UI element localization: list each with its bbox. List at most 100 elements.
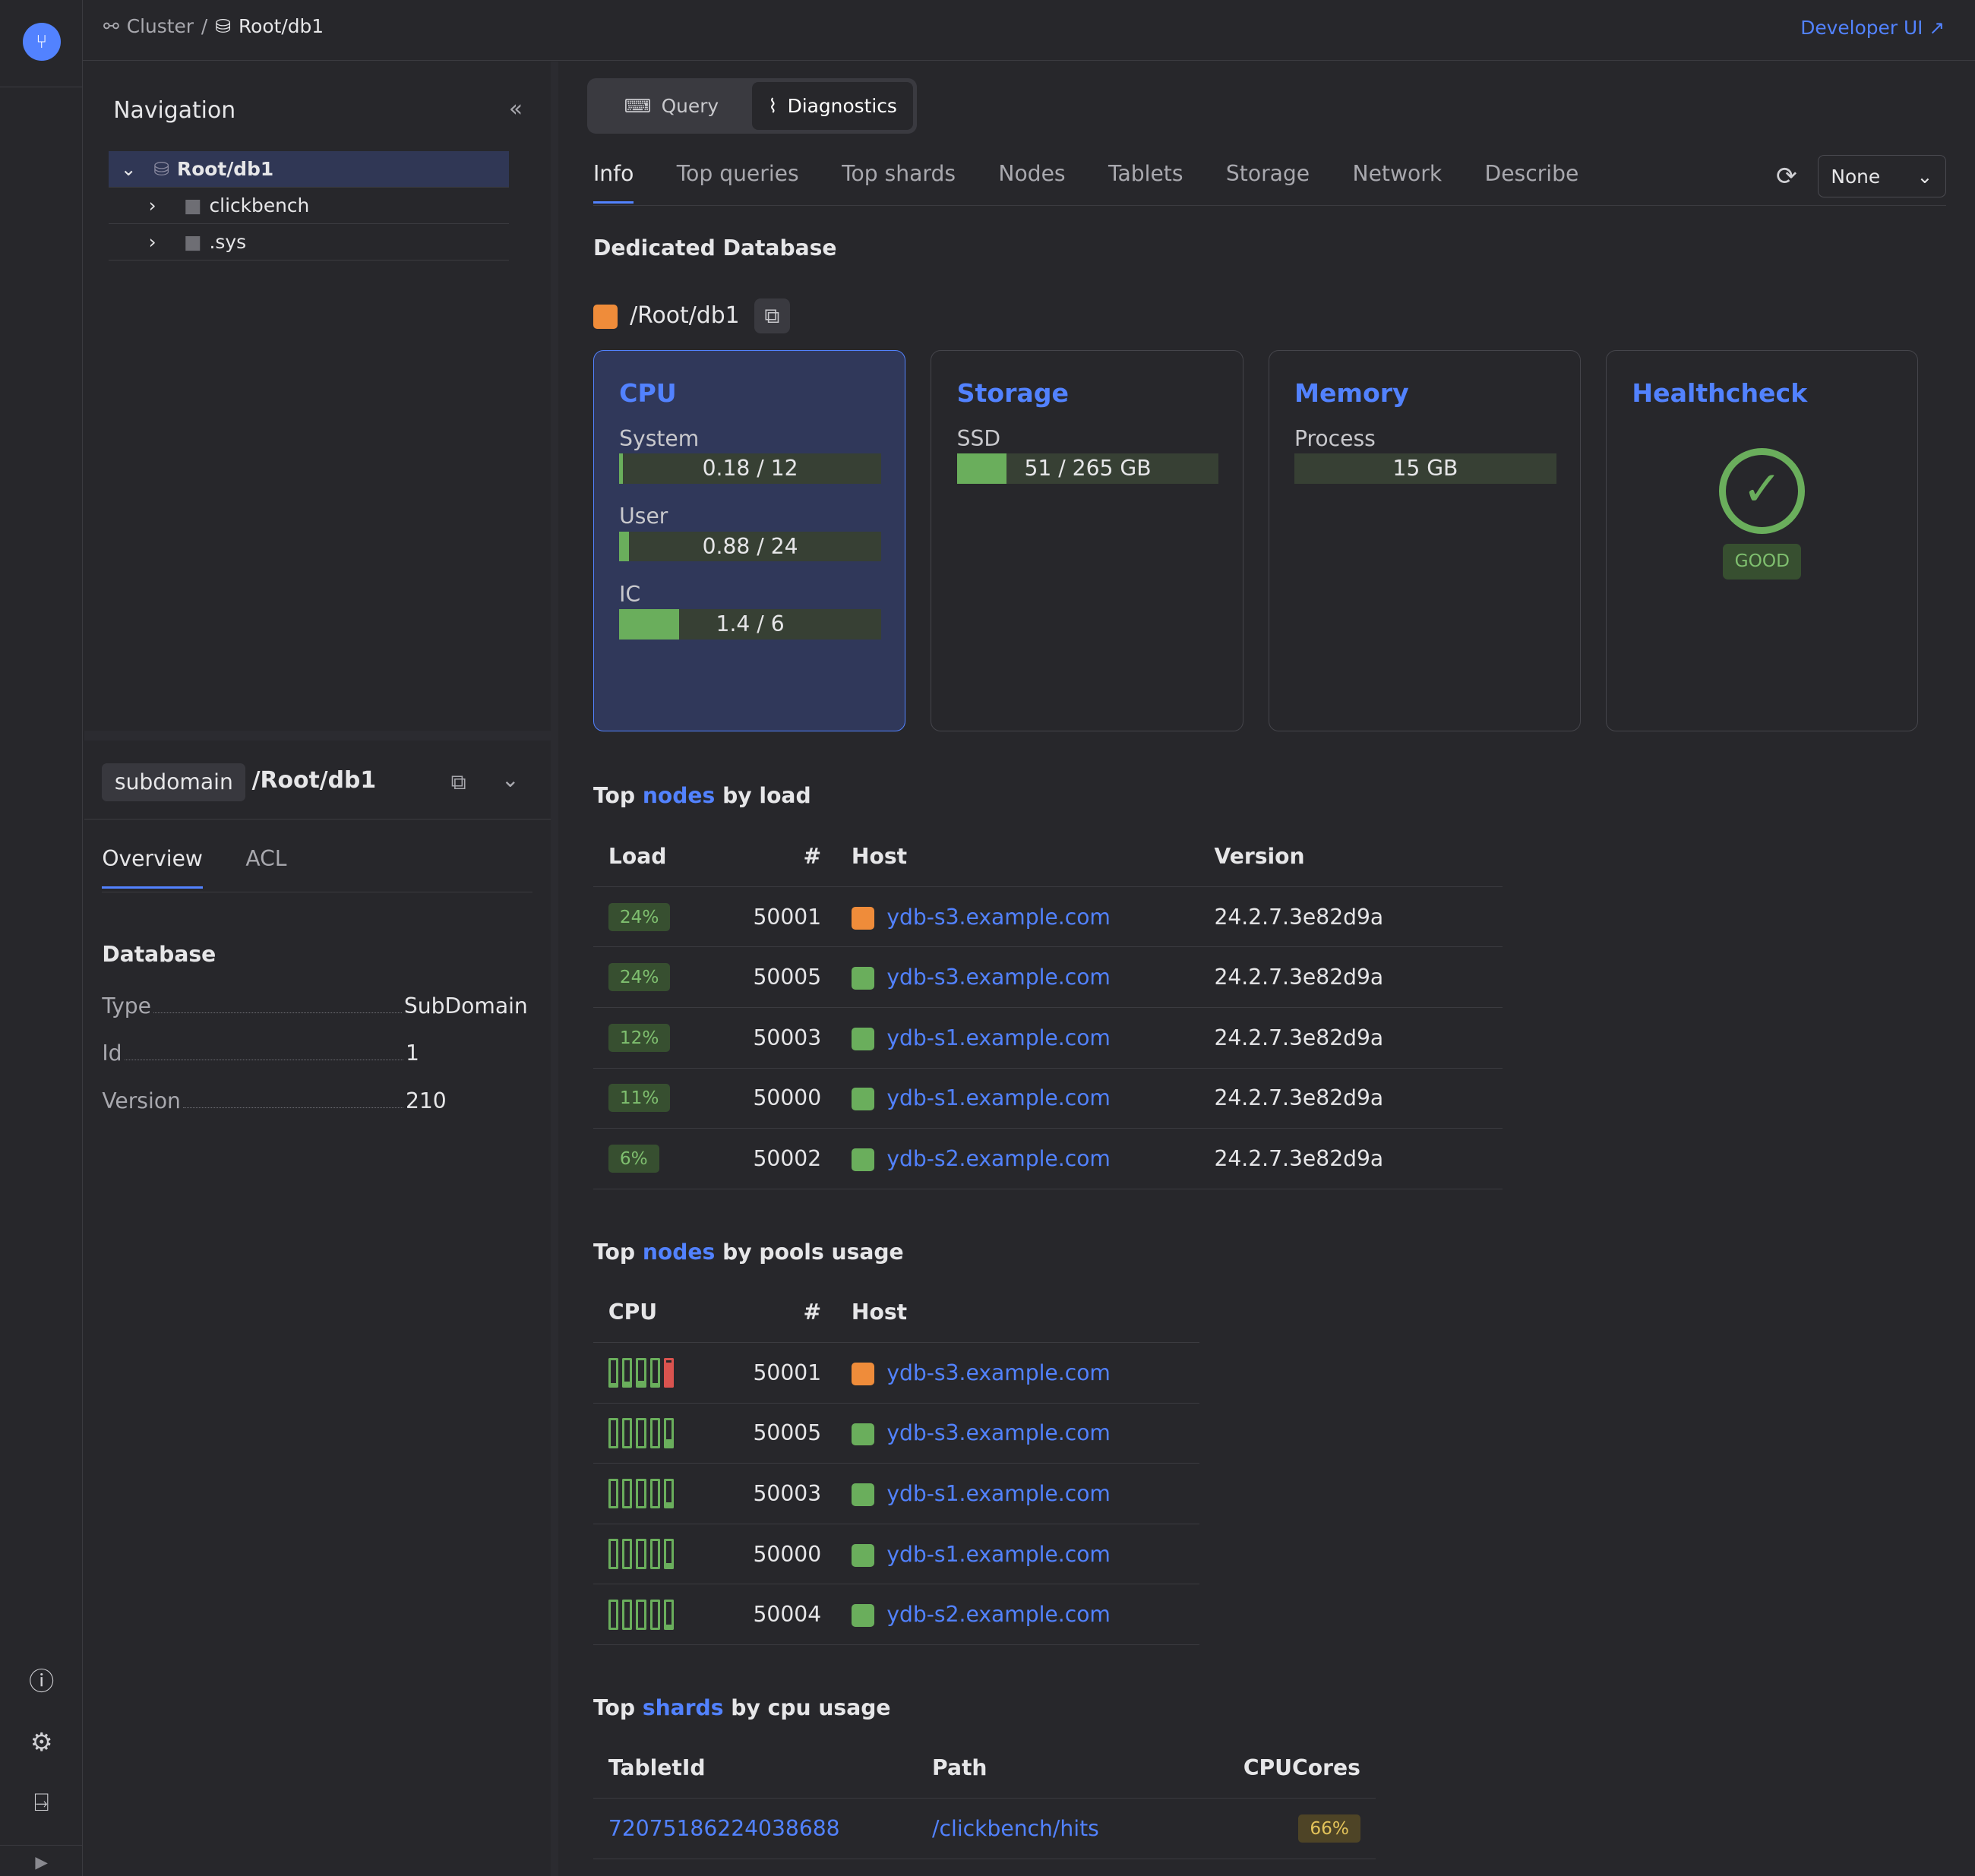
node-status-icon bbox=[851, 967, 874, 990]
table-row[interactable]: 12% 50003 ydb-s1.example.com 24.2.7.3e82d9a bbox=[593, 1007, 1503, 1069]
nodes-link[interactable]: nodes bbox=[642, 783, 716, 809]
expand-sidebar-icon[interactable]: ▶ bbox=[35, 1852, 48, 1872]
tab-top-shards[interactable]: Top shards bbox=[842, 161, 956, 187]
tab-tablets[interactable]: Tablets bbox=[1108, 161, 1183, 187]
table-row[interactable]: 50003 ydb-s1.example.com bbox=[593, 1463, 1199, 1524]
settings-icon[interactable]: ⚙ bbox=[30, 1726, 53, 1757]
shards-link[interactable]: shards bbox=[642, 1694, 724, 1720]
developer-ui-link[interactable]: Developer UI ↗ bbox=[1800, 17, 1945, 39]
db-path: /Root/db1 bbox=[630, 302, 740, 329]
table-row[interactable]: 24% 50001 ydb-s3.example.com 24.2.7.3e82d9a bbox=[593, 886, 1503, 947]
tree-item-label: Root/db1 bbox=[177, 158, 274, 180]
table-row[interactable]: 72075186224038688/clickbench/hits 66% bbox=[593, 1798, 1376, 1859]
tree-item-sys[interactable]: › ■ .sys bbox=[108, 224, 509, 261]
copy-icon[interactable]: ⧉ bbox=[450, 769, 466, 795]
field-key: Version bbox=[102, 1088, 181, 1113]
chevron-right-icon[interactable]: › bbox=[148, 194, 156, 217]
host-link[interactable]: ydb-s1.example.com bbox=[886, 1481, 1111, 1507]
col-load[interactable]: Load bbox=[608, 843, 667, 869]
col-tabletid[interactable]: TabletId bbox=[608, 1755, 706, 1781]
refresh-icon[interactable]: ⟳ bbox=[1776, 161, 1797, 191]
tab-nodes[interactable]: Nodes bbox=[998, 161, 1066, 187]
host-link[interactable]: ydb-s2.example.com bbox=[886, 1602, 1111, 1628]
tab-describe[interactable]: Describe bbox=[1484, 161, 1579, 187]
table-row[interactable]: 50001 ydb-s3.example.com bbox=[593, 1342, 1199, 1404]
chevron-right-icon[interactable]: › bbox=[148, 231, 156, 254]
node-status-icon bbox=[851, 1088, 874, 1111]
pools-cell bbox=[593, 1523, 719, 1584]
breadcrumb-cluster[interactable]: Cluster bbox=[126, 14, 194, 37]
type-badge: subdomain bbox=[102, 763, 246, 801]
storage-card[interactable]: Storage SSD 51 / 265 GB bbox=[931, 349, 1243, 732]
node-status-icon bbox=[851, 1027, 874, 1050]
pool-bar bbox=[608, 1418, 619, 1448]
tree-item-root-db1[interactable]: ⌄ ⛁ Root/db1 bbox=[108, 150, 509, 188]
help-icon[interactable]: ⓘ bbox=[29, 1666, 55, 1697]
progress-bar: 0.18 / 12 bbox=[619, 453, 882, 484]
node-status-icon bbox=[851, 1148, 874, 1171]
host-link[interactable]: ydb-s3.example.com bbox=[886, 904, 1111, 930]
metric-label: Process bbox=[1294, 425, 1376, 451]
field-value: 1 bbox=[405, 1040, 419, 1066]
tab-acl[interactable]: ACL bbox=[245, 846, 287, 872]
info-tabs: Overview ACL bbox=[102, 846, 286, 889]
memory-card[interactable]: Memory Process 15 GB bbox=[1268, 349, 1582, 732]
table-row[interactable]: 6% 50002 ydb-s2.example.com 24.2.7.3e82d9a bbox=[593, 1128, 1503, 1189]
query-button[interactable]: ⌨ Query bbox=[591, 82, 752, 130]
tab-overview[interactable]: Overview bbox=[102, 846, 203, 889]
pool-bar bbox=[663, 1418, 675, 1448]
tree-item-clickbench[interactable]: › ■ clickbench bbox=[108, 188, 509, 225]
table-row[interactable]: 11% 50000 ydb-s1.example.com 24.2.7.3e82d9a bbox=[593, 1067, 1503, 1129]
host-link[interactable]: ydb-s3.example.com bbox=[886, 1360, 1111, 1385]
tab-network[interactable]: Network bbox=[1352, 161, 1443, 187]
copy-icon[interactable]: ⧉ bbox=[754, 298, 790, 334]
path-link[interactable]: /clickbench/hits bbox=[917, 1798, 1180, 1859]
col-cpu[interactable]: CPU bbox=[608, 1300, 658, 1325]
divider bbox=[84, 818, 551, 820]
tablet-link[interactable]: 72075186224038688 bbox=[593, 1798, 918, 1859]
pools-cell bbox=[593, 1584, 719, 1646]
ydb-logo-icon[interactable]: ⑂ bbox=[22, 22, 61, 61]
autorefresh-select[interactable]: None ⌄ bbox=[1817, 154, 1946, 198]
table-row[interactable]: 24% 50005 ydb-s3.example.com 24.2.7.3e82d9a bbox=[593, 946, 1503, 1008]
tab-storage[interactable]: Storage bbox=[1225, 161, 1310, 187]
host-link[interactable]: ydb-s1.example.com bbox=[886, 1541, 1111, 1567]
cpu-card[interactable]: CPU System 0.18 / 12 User 0.88 / 24 IC 1.4 / … bbox=[593, 349, 906, 732]
healthcheck-card[interactable]: Healthcheck ✓ GOOD bbox=[1606, 349, 1919, 732]
load-cell: 6% bbox=[593, 1128, 719, 1189]
cpu-badge: 66% bbox=[1298, 1814, 1360, 1843]
col-host[interactable]: Host bbox=[851, 1300, 908, 1325]
chevron-down-icon[interactable]: ⌄ bbox=[120, 158, 137, 180]
host-cell: ydb-s2.example.com bbox=[836, 1584, 1199, 1646]
logout-icon[interactable]: ⍈ bbox=[33, 1787, 49, 1818]
chevrons-down-icon[interactable]: ⌄ bbox=[501, 766, 520, 792]
node-id: 50003 bbox=[719, 1463, 837, 1524]
table-row[interactable]: 50004 ydb-s2.example.com bbox=[593, 1584, 1199, 1646]
host-link[interactable]: ydb-s1.example.com bbox=[886, 1025, 1111, 1050]
nodes-link[interactable]: nodes bbox=[642, 1239, 716, 1265]
pool-bar bbox=[649, 1418, 660, 1448]
collapse-navigation-icon[interactable]: « bbox=[508, 96, 523, 123]
col-host[interactable]: Host bbox=[851, 843, 908, 869]
tab-top-queries[interactable]: Top queries bbox=[676, 161, 799, 187]
tab-info[interactable]: Info bbox=[593, 161, 634, 204]
breadcrumb-database[interactable]: Root/db1 bbox=[239, 14, 324, 37]
col-path[interactable]: Path bbox=[932, 1755, 988, 1781]
host-link[interactable]: ydb-s2.example.com bbox=[886, 1145, 1111, 1171]
info-path: /Root/db1 bbox=[251, 766, 377, 794]
external-link-icon: ↗ bbox=[1929, 16, 1945, 39]
title-text: Top bbox=[593, 1239, 635, 1265]
host-link[interactable]: ydb-s1.example.com bbox=[886, 1085, 1111, 1111]
panel-resizer[interactable] bbox=[550, 62, 558, 1876]
diagnostics-button[interactable]: ⌇ Diagnostics bbox=[751, 81, 914, 130]
table-row[interactable]: 50000 ydb-s1.example.com bbox=[593, 1523, 1199, 1584]
col-id[interactable]: # bbox=[803, 1300, 822, 1325]
col-id[interactable]: # bbox=[803, 843, 822, 869]
col-version[interactable]: Version bbox=[1214, 843, 1305, 869]
panel-resizer-horizontal[interactable] bbox=[84, 730, 551, 741]
host-link[interactable]: ydb-s3.example.com bbox=[886, 1420, 1111, 1446]
col-cpucores[interactable]: CPUCores bbox=[1243, 1755, 1360, 1781]
table-row[interactable]: 50005 ydb-s3.example.com bbox=[593, 1402, 1199, 1464]
host-link[interactable]: ydb-s3.example.com bbox=[886, 965, 1111, 990]
title-text: Top bbox=[593, 1694, 635, 1720]
